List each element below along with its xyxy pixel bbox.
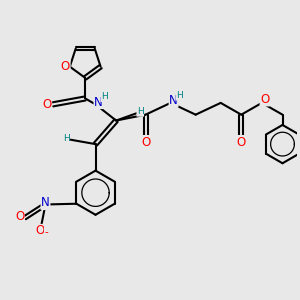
Text: H: H	[176, 91, 183, 100]
Text: -: -	[44, 227, 48, 237]
Text: N: N	[41, 196, 50, 209]
Text: O: O	[15, 210, 24, 223]
Text: O: O	[42, 98, 52, 111]
Text: N: N	[94, 95, 103, 109]
Text: H: H	[63, 134, 70, 143]
Text: O: O	[141, 136, 150, 148]
Text: O: O	[61, 60, 70, 73]
Text: O: O	[36, 224, 45, 238]
Text: H: H	[137, 107, 144, 116]
Text: O: O	[260, 93, 269, 106]
Text: H: H	[101, 92, 108, 101]
Text: O: O	[237, 136, 246, 148]
Text: N: N	[169, 94, 178, 107]
